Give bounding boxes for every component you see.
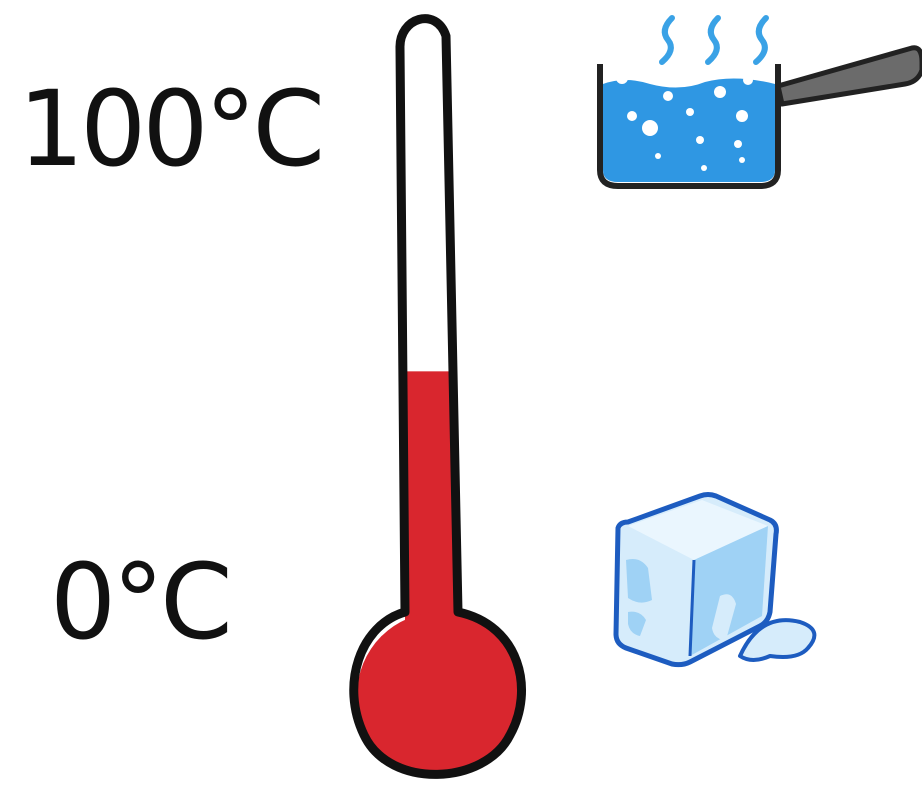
thermometer (349, 14, 526, 779)
melting-ice-cube-icon (613, 492, 817, 668)
thermometer-liquid-column (405, 371, 457, 650)
boiling-water-pot-icon (597, 15, 922, 189)
boiling-point-label: 100°C (18, 68, 321, 190)
freezing-point-label: 0°C (50, 541, 229, 663)
thermometer-outline (349, 14, 526, 779)
thermometer-bulb (357, 612, 523, 778)
